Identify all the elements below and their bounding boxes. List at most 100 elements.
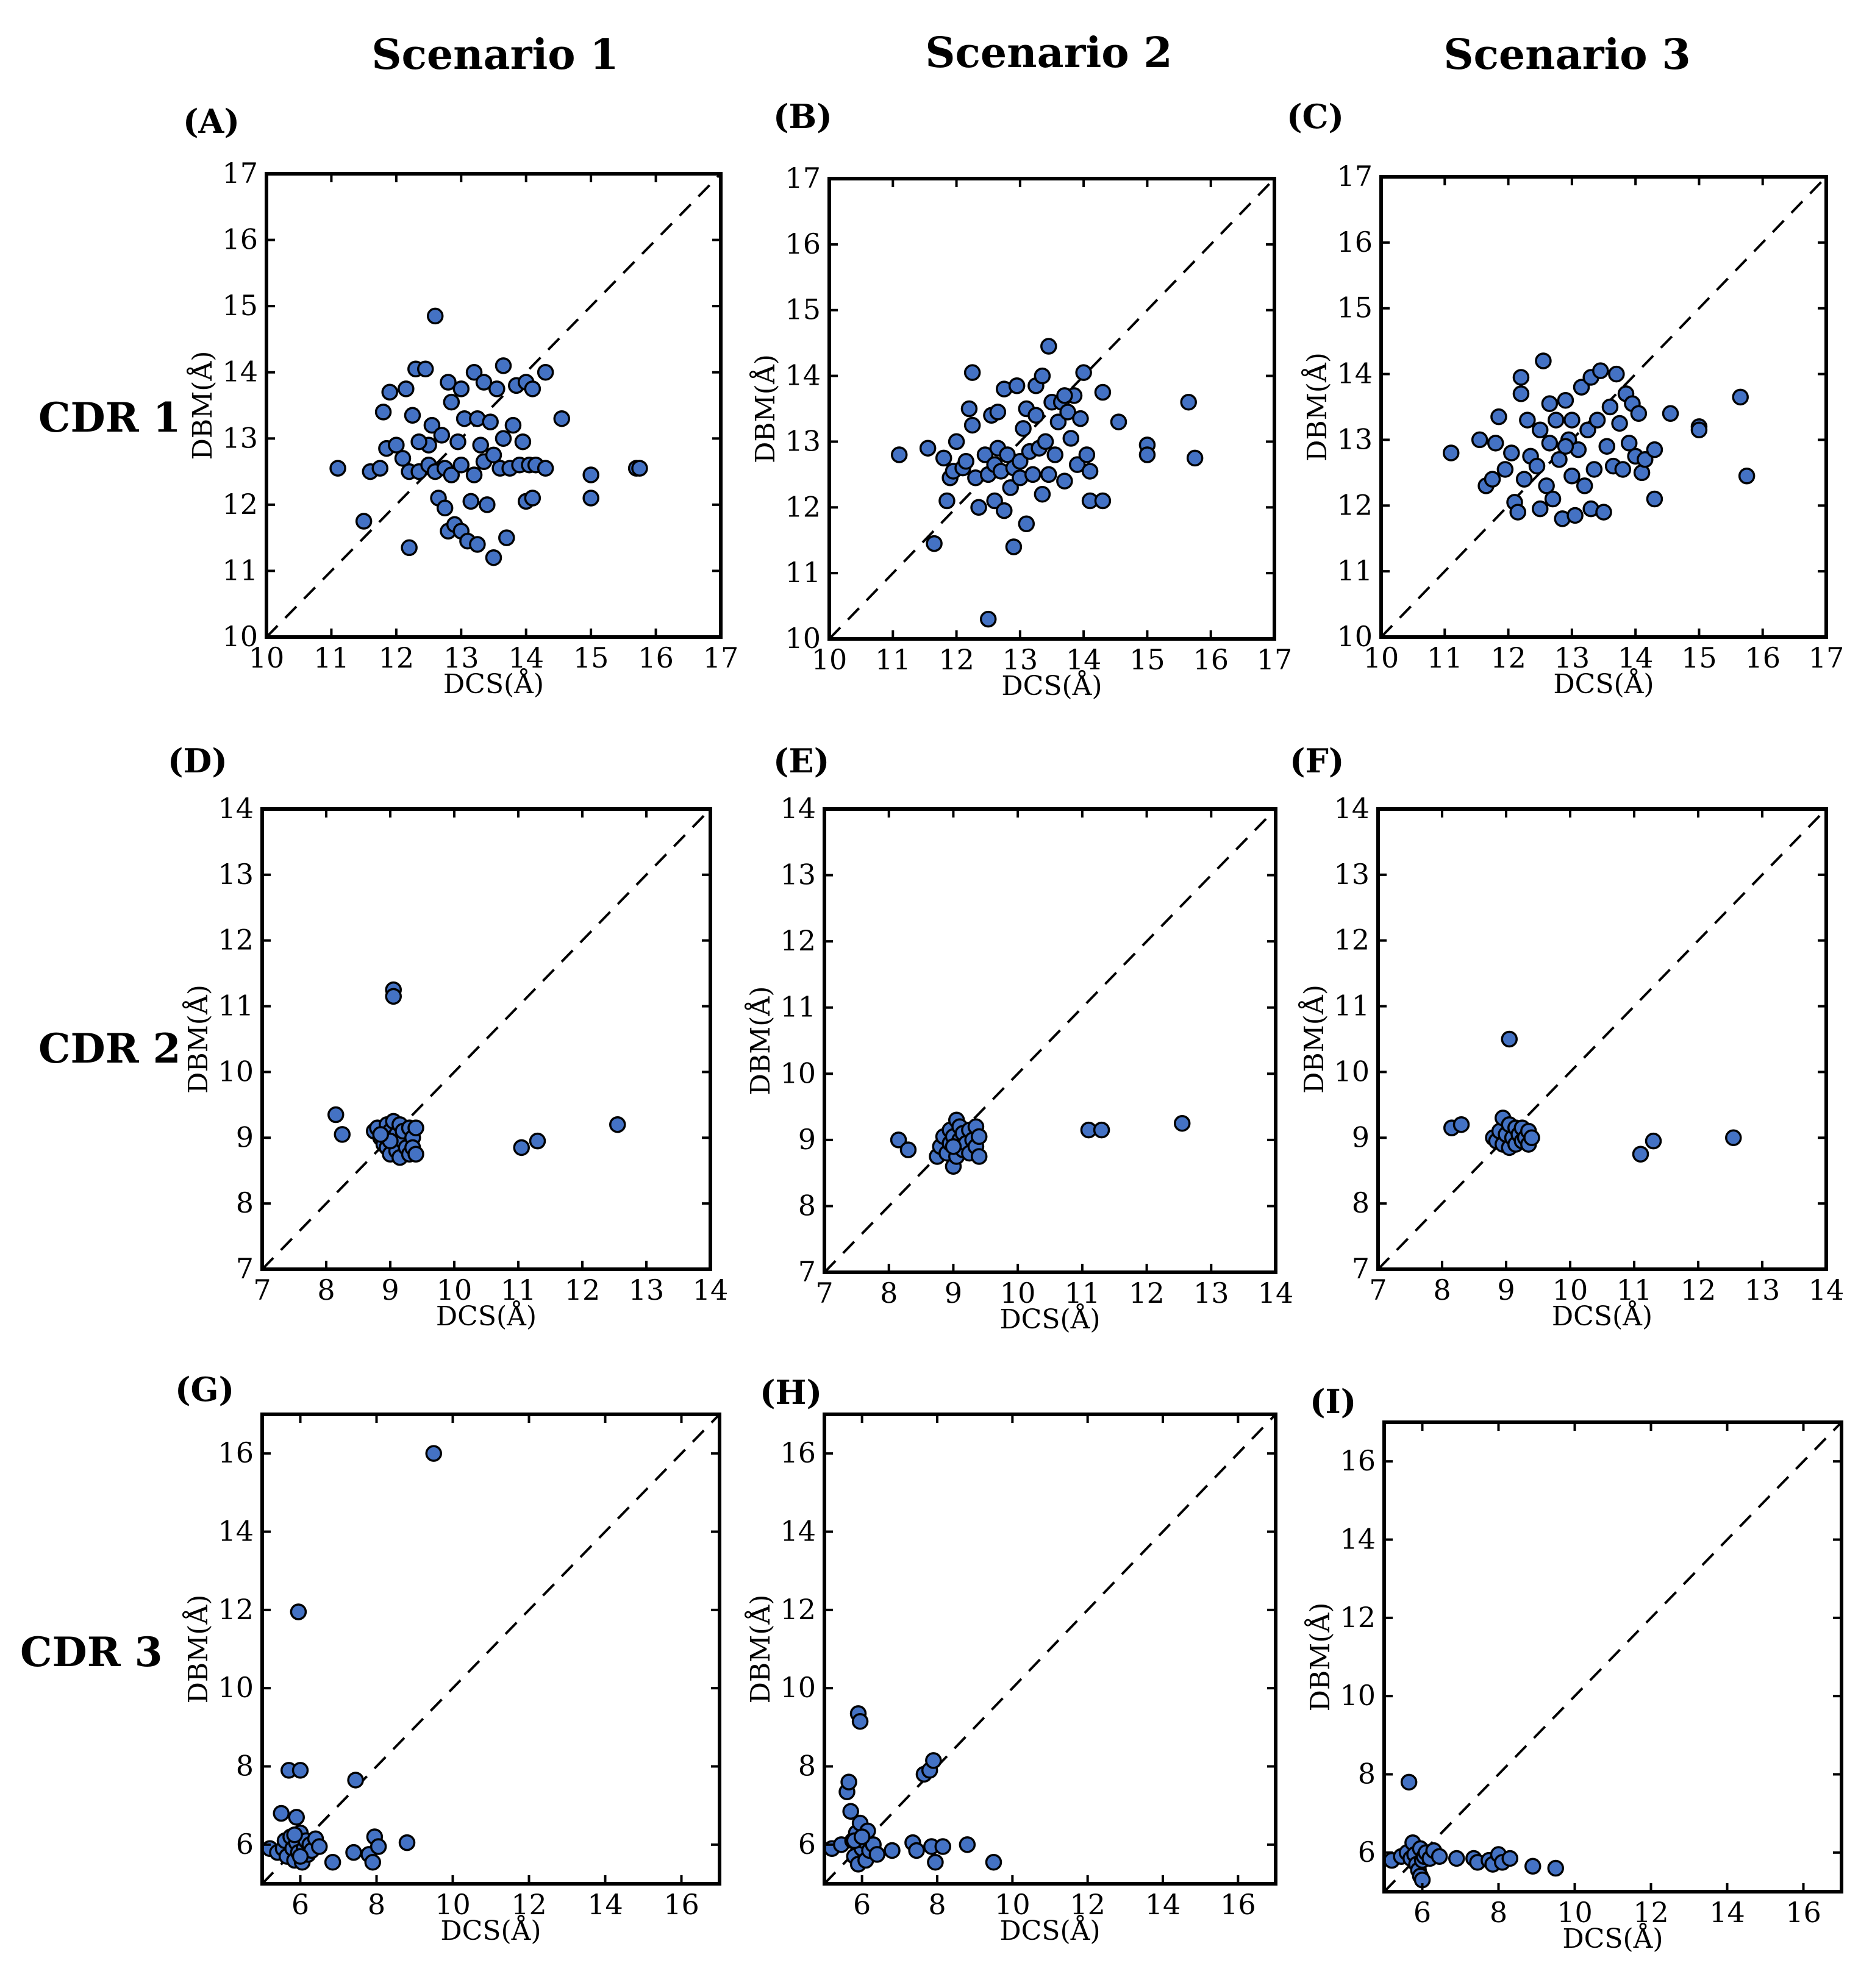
panel-letter: (I)	[1310, 1382, 1356, 1421]
plot-frame	[1382, 1420, 1843, 1894]
data-point	[1487, 435, 1504, 452]
scatter-panel-3: (C) 10 11 12 13 14 15 16 17 10 11 12 13 14 15 16 17 DCS(Å…	[1287, 97, 1844, 700]
x-tick-label: 12	[938, 643, 974, 676]
y-tick-label: 15	[1337, 291, 1373, 324]
x-tick-label: 16	[663, 1888, 699, 1921]
data-point	[1110, 413, 1127, 430]
data-point	[970, 1128, 988, 1145]
x-tick-label: 14	[1066, 643, 1102, 676]
y-tick-label: 13	[222, 421, 258, 454]
data-point	[290, 1603, 307, 1620]
data-point	[372, 1126, 389, 1143]
data-point	[1501, 1030, 1518, 1048]
x-tick-label: 9	[1497, 1274, 1515, 1306]
data-point	[345, 1844, 362, 1861]
data-point	[986, 492, 1003, 510]
x-tick-label: 11	[1617, 1274, 1652, 1306]
data-point	[495, 357, 512, 374]
data-point	[324, 1853, 341, 1871]
data-point	[1503, 444, 1520, 461]
data-point	[1049, 413, 1067, 430]
panel-letter: (F)	[1290, 741, 1344, 780]
data-point	[1645, 1132, 1662, 1150]
data-point	[1062, 430, 1080, 447]
data-point	[1738, 468, 1756, 485]
data-point	[631, 460, 648, 477]
x-tick-label: 7	[815, 1277, 833, 1309]
scatter-panel-7: (G) 6 8 10 12 14 16 6 8 10 12 14 16 DCS(Å) DBM(Å)	[175, 1370, 721, 1947]
y-tick-label: 8	[798, 1189, 816, 1222]
diagonal-line	[1377, 808, 1827, 1270]
data-point	[1056, 472, 1073, 490]
x-tick-label: 14	[508, 641, 544, 674]
plot-frame	[260, 1413, 721, 1886]
data-point	[374, 404, 392, 421]
data-point	[960, 400, 978, 418]
data-point	[495, 430, 512, 447]
data-point	[1040, 466, 1057, 483]
x-tick-label: 13	[443, 641, 479, 674]
x-axis-label: DCS(Å)	[440, 1914, 541, 1947]
data-point	[537, 363, 554, 381]
y-tick-label: 11	[780, 991, 816, 1024]
data-point	[1646, 490, 1663, 508]
x-tick-label: 13	[1745, 1274, 1781, 1306]
data-point	[524, 490, 541, 507]
data-point	[1515, 471, 1533, 488]
y-tick-label: 17	[222, 157, 258, 190]
data-point	[479, 496, 496, 513]
data-point	[1614, 461, 1632, 478]
y-tick-label: 9	[798, 1123, 816, 1156]
x-tick-label: 12	[379, 641, 415, 674]
data-point	[513, 1139, 530, 1156]
data-point	[976, 446, 994, 463]
y-tick-label: 16	[785, 227, 821, 260]
data-point	[582, 466, 599, 483]
data-point	[1075, 364, 1092, 381]
x-tick-label: 12	[1681, 1274, 1717, 1306]
x-tick-label: 11	[313, 641, 349, 674]
y-axis-label: DBM(Å)	[186, 351, 218, 460]
panel-letter: (G)	[175, 1370, 234, 1409]
data-point	[1072, 410, 1089, 427]
data-point	[899, 1141, 917, 1158]
x-tick-label: 7	[1369, 1274, 1387, 1306]
x-tick-label: 8	[1490, 1896, 1507, 1929]
y-tick-label: 12	[218, 924, 254, 957]
data-point	[1579, 421, 1596, 438]
x-tick-label: 10	[995, 1888, 1031, 1921]
data-point	[996, 502, 1013, 519]
y-axis-label: DBM(Å)	[1304, 1603, 1336, 1712]
y-tick-label: 10	[218, 1055, 254, 1088]
data-point	[1046, 446, 1063, 463]
x-tick-label: 12	[1129, 1277, 1165, 1309]
column-title-3: Scenario 3	[1443, 30, 1690, 79]
data-point	[1732, 388, 1749, 406]
data-point	[273, 1805, 290, 1822]
y-tick-label: 12	[1334, 924, 1370, 957]
data-point	[1563, 468, 1581, 485]
data-point	[1471, 431, 1488, 449]
panel-letter: (B)	[773, 97, 832, 136]
data-point	[1611, 415, 1628, 432]
x-tick-label: 9	[381, 1274, 399, 1306]
data-point	[1452, 1116, 1470, 1133]
data-point	[426, 307, 444, 325]
data-point	[347, 1772, 364, 1789]
y-tick-label: 8	[798, 1750, 816, 1783]
data-point	[884, 1842, 901, 1859]
row-label-cdr3: CDR 3	[20, 1628, 163, 1676]
y-tick-label: 12	[780, 924, 816, 957]
x-tick-label: 14	[693, 1274, 729, 1306]
scatter-panel-1: (A) 10 11 12 13 14 15 16 17 10 11 12 13 14 15 16 17 DCS(Å…	[183, 102, 738, 700]
data-point	[1093, 1121, 1110, 1139]
data-point	[926, 535, 943, 552]
x-tick-label: 10	[435, 1888, 471, 1921]
x-tick-label: 6	[1413, 1896, 1431, 1929]
data-point	[423, 416, 441, 434]
data-point	[1442, 444, 1460, 461]
data-point	[1576, 477, 1593, 494]
plot-frame	[260, 807, 712, 1271]
y-tick-label: 14	[218, 792, 254, 825]
data-point	[842, 1803, 859, 1820]
